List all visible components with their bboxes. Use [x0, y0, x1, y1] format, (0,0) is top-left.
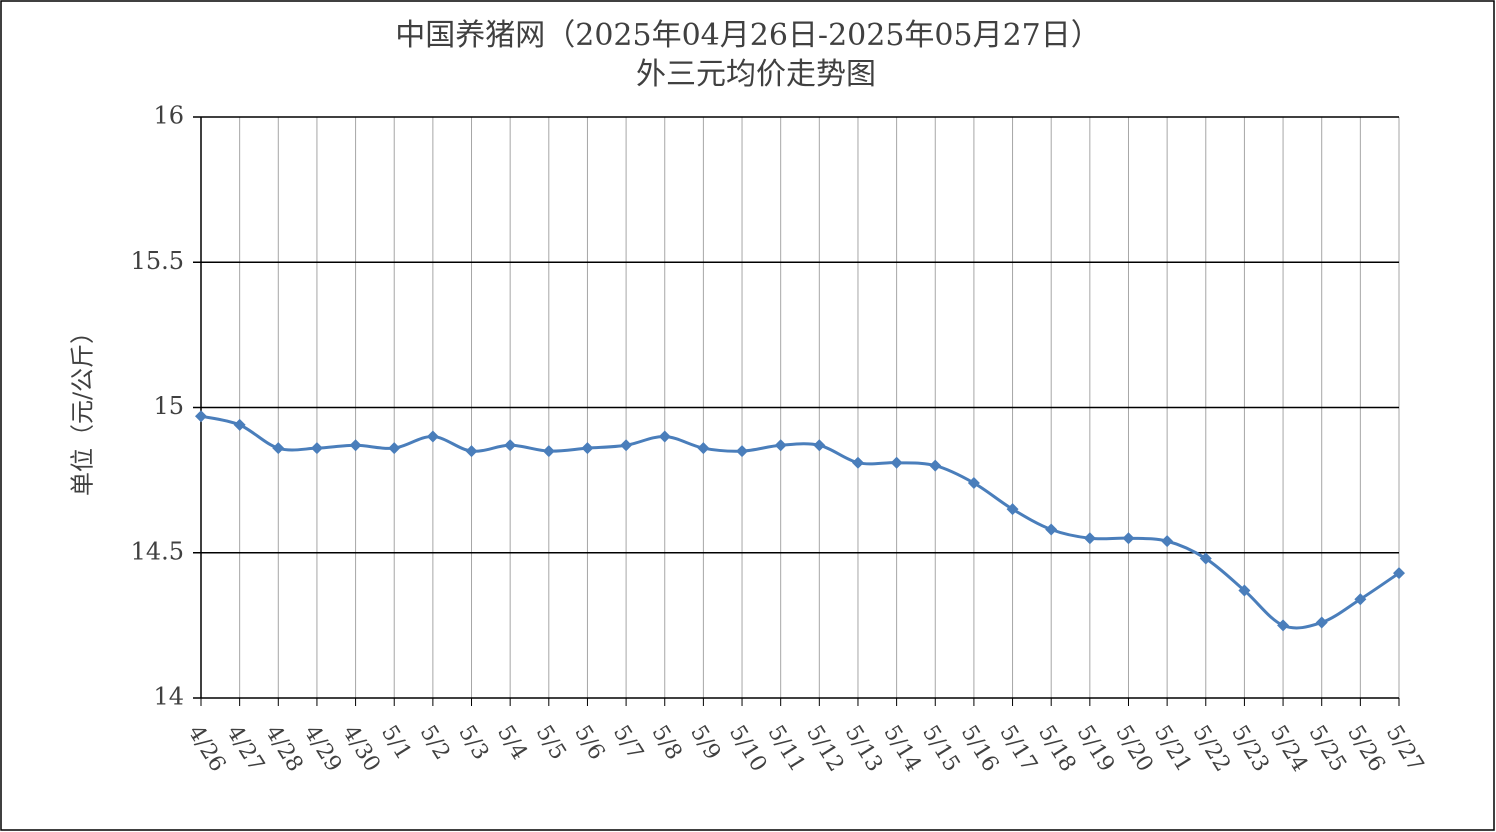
- data-point: [929, 459, 942, 472]
- y-axis-label: 单位（元/公斤）: [69, 320, 97, 496]
- data-point: [504, 439, 517, 452]
- y-tick-label: 14.5: [131, 537, 184, 565]
- data-point: [195, 410, 207, 423]
- data-point: [890, 456, 903, 469]
- data-point: [1045, 523, 1058, 536]
- y-tick-label: 15: [153, 392, 184, 420]
- data-point: [426, 430, 439, 443]
- data-point: [774, 439, 787, 452]
- data-point: [1393, 567, 1405, 580]
- data-point: [1006, 503, 1019, 516]
- data-point: [620, 439, 633, 452]
- y-tick-label: 15.5: [131, 247, 184, 275]
- data-point: [658, 430, 671, 443]
- chart-title: 中国养猪网（2025年04月26日-2025年05月27日）: [395, 18, 1101, 53]
- y-tick-label: 14: [153, 683, 184, 711]
- data-point: [465, 445, 478, 458]
- data-point: [967, 477, 980, 490]
- data-point: [1277, 619, 1290, 632]
- data-point: [851, 456, 864, 469]
- y-tick-label: 16: [153, 102, 184, 130]
- data-point: [1199, 552, 1212, 565]
- data-point: [272, 442, 285, 455]
- data-point: [1354, 593, 1367, 606]
- data-point: [349, 439, 362, 452]
- data-point: [1083, 532, 1096, 545]
- data-point: [233, 418, 246, 431]
- data-point: [542, 445, 555, 458]
- data-point: [736, 445, 749, 458]
- data-point: [581, 442, 594, 455]
- data-point: [1238, 584, 1251, 597]
- data-point: [310, 442, 323, 455]
- data-point: [1315, 616, 1328, 629]
- data-point: [813, 439, 826, 452]
- data-point: [1122, 532, 1135, 545]
- chart-subtitle: 外三元均价走势图: [636, 57, 876, 92]
- data-point: [697, 442, 710, 455]
- data-point: [1161, 535, 1174, 548]
- data-point: [388, 442, 401, 455]
